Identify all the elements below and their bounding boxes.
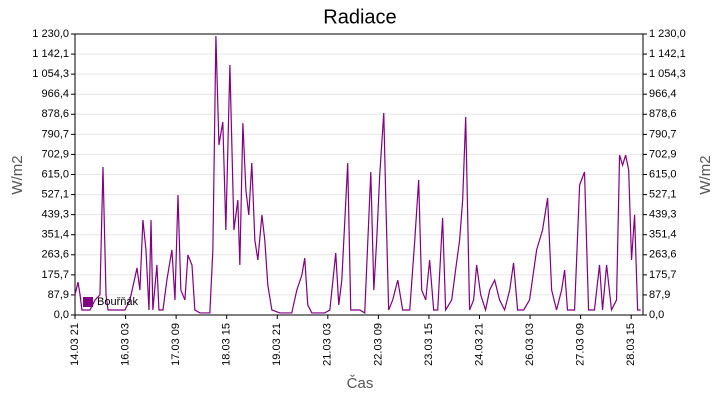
x-tick-label: 28.03 15 (625, 323, 637, 366)
y-tick-label: 702,9 (41, 148, 69, 160)
y-tick-label: 966,4 (41, 88, 69, 100)
y2-tick-label: 966,4 (649, 88, 677, 100)
y2-tick-label: 1 230,0 (649, 28, 686, 40)
x-tick-label: 24.03 21 (473, 323, 485, 366)
x-tick-label: 22.03 09 (372, 323, 384, 366)
y-tick-label: 263,6 (41, 249, 69, 261)
y-tick-label: 1 230,0 (32, 28, 69, 40)
legend-swatch (83, 297, 93, 307)
y2-tick-label: 87,9 (649, 289, 670, 301)
x-tick-label: 19.03 21 (271, 323, 283, 366)
y2-tick-label: 878,6 (649, 108, 677, 120)
plot-frame (74, 33, 644, 316)
x-tick-label: 27.03 09 (575, 323, 587, 366)
y2-tick-label: 790,7 (649, 128, 677, 140)
y-tick-label: 175,7 (41, 269, 69, 281)
y-tick-label: 527,1 (41, 188, 69, 200)
x-tick-label: 23.03 15 (423, 323, 435, 366)
y2-tick-label: 702,9 (649, 148, 677, 160)
x-tick-label: 18.03 15 (221, 323, 233, 366)
x-axis-title: Čas (347, 375, 374, 392)
data-line (74, 36, 641, 314)
y-axis-title: W/m2 (9, 155, 26, 194)
y2-tick-label: 0,0 (649, 309, 664, 321)
y-tick-label: 878,6 (41, 108, 69, 120)
x-tick-label: 16.03 03 (119, 323, 131, 366)
y-tick-label: 1 142,1 (32, 48, 69, 60)
x-tick-label: 21.03 03 (322, 323, 334, 366)
y-tick-label: 351,4 (41, 229, 69, 241)
y-tick-label: 790,7 (41, 128, 69, 140)
y-tick-label: 87,9 (48, 289, 69, 301)
y-tick-label: 439,3 (41, 209, 69, 221)
x-tick-label: 26.03 03 (524, 323, 536, 366)
y-tick-label: 615,0 (41, 168, 69, 180)
x-tick-label: 14.03 21 (69, 323, 81, 366)
x-tick-label: 17.03 09 (170, 323, 182, 366)
y-tick-label: 1 054,3 (32, 68, 69, 80)
y2-tick-label: 1 142,1 (649, 48, 686, 60)
y2-tick-label: 263,6 (649, 249, 677, 261)
y-tick-label: 0,0 (54, 309, 69, 321)
y2-tick-label: 439,3 (649, 209, 677, 221)
chart-title: Radiace (323, 6, 396, 28)
y2-tick-label: 527,1 (649, 188, 677, 200)
y2-tick-label: 615,0 (649, 168, 677, 180)
y2-tick-label: 351,4 (649, 229, 677, 241)
y2-axis-title: W/m2 (697, 155, 714, 194)
y2-tick-label: 1 054,3 (649, 68, 686, 80)
y2-tick-label: 175,7 (649, 269, 677, 281)
legend-label: Bouřňák (97, 296, 138, 308)
